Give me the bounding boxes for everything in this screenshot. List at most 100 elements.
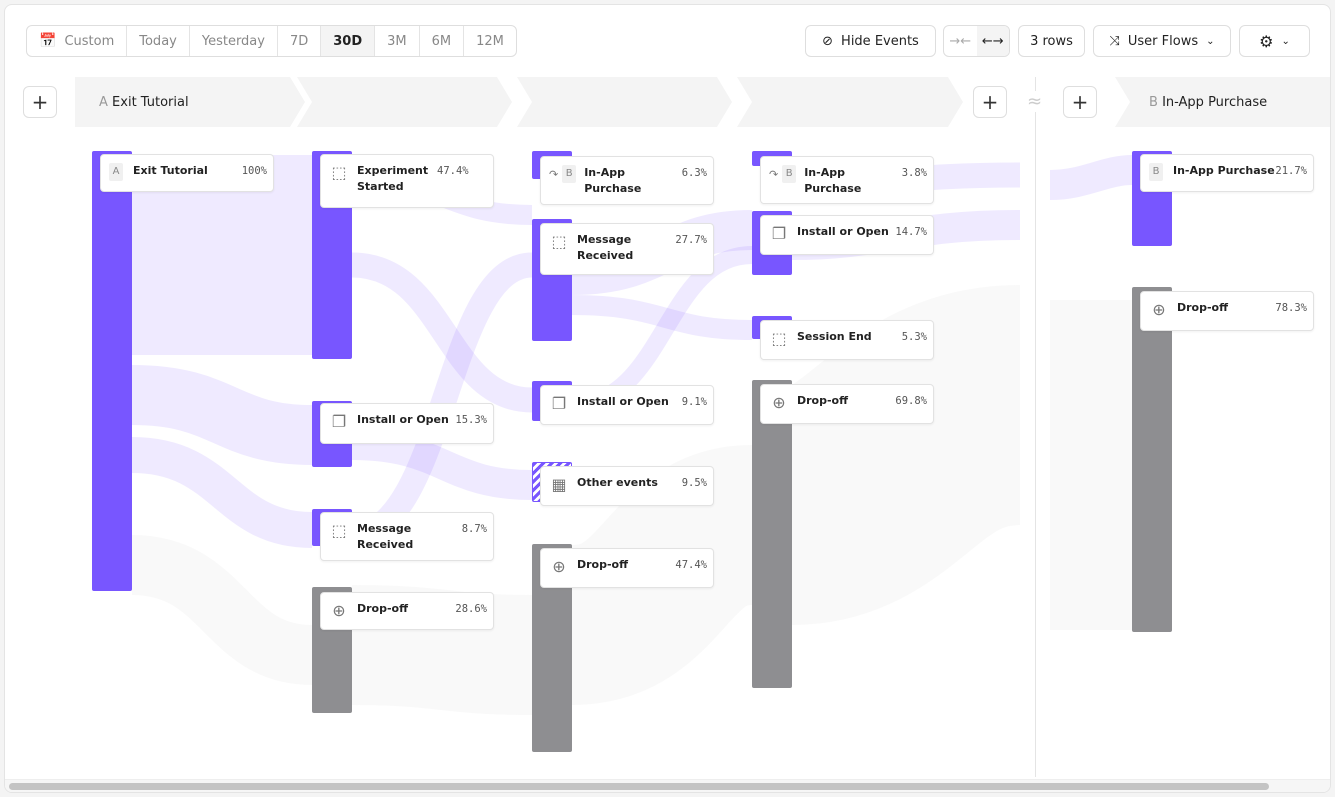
flow-node-card[interactable]: ⬚ Message Received 27.7% bbox=[540, 223, 714, 275]
flow-link bbox=[351, 430, 533, 500]
cursor-click-icon: ⬚ bbox=[551, 232, 567, 251]
arrow-down-circle-icon: ⊕ bbox=[332, 601, 346, 620]
step-header-4 bbox=[737, 77, 963, 127]
node-percent: 5.3% bbox=[901, 331, 927, 343]
cursor-click-icon: ⬚ bbox=[771, 329, 787, 348]
chevron-down-icon: ⌄ bbox=[1206, 35, 1215, 47]
skip-arrow-icon: ↷ bbox=[769, 168, 779, 181]
node-label: In-App Purchase bbox=[1173, 164, 1275, 177]
node-label: In-App Purchase bbox=[584, 166, 642, 195]
skip-arrow-icon: ↷ bbox=[549, 168, 559, 181]
flow-link bbox=[131, 437, 313, 548]
view-selector[interactable]: ⤨ User Flows ⌄ bbox=[1093, 25, 1231, 57]
horizontal-scrollbar[interactable] bbox=[5, 779, 1330, 792]
node-label: Drop-off bbox=[1177, 301, 1229, 314]
node-percent: 21.7% bbox=[1275, 165, 1307, 177]
node-percent: 9.1% bbox=[681, 396, 707, 408]
node-label: Message Received bbox=[357, 522, 414, 551]
node-label: Install or Open bbox=[797, 225, 889, 238]
flow-node-card[interactable]: ⬚ Message Received 8.7% bbox=[320, 512, 494, 561]
node-label: Session End bbox=[797, 330, 872, 343]
flow-link bbox=[131, 365, 313, 465]
range-custom[interactable]: 📅 Custom bbox=[27, 26, 128, 56]
flow-node-card[interactable]: ⊕ Drop-off 69.8% bbox=[760, 384, 934, 424]
node-percent: 69.8% bbox=[895, 395, 927, 407]
expand-icon[interactable]: ←→ bbox=[976, 26, 1009, 56]
node-label: Install or Open bbox=[357, 413, 449, 426]
node-bar[interactable] bbox=[92, 151, 132, 591]
node-percent: 27.7% bbox=[675, 234, 707, 246]
range-12m[interactable]: 12M bbox=[476, 33, 504, 49]
node-percent: 6.3% bbox=[681, 167, 707, 179]
flow-link bbox=[351, 252, 533, 413]
flow-node-card[interactable]: ↷ B In-App Purchase 6.3% bbox=[540, 156, 714, 205]
node-label: Message Received bbox=[577, 233, 634, 262]
step-letter-badge: B bbox=[782, 165, 797, 183]
gap-symbol: ≈ bbox=[1027, 91, 1043, 112]
cursor-click-icon: ⬚ bbox=[331, 521, 347, 540]
gap-divider bbox=[1035, 77, 1036, 777]
node-percent: 47.4% bbox=[675, 559, 707, 571]
node-percent: 47.4% bbox=[437, 165, 469, 177]
flow-node-card[interactable]: ❐ Install or Open 14.7% bbox=[760, 215, 934, 255]
range-3m[interactable]: 3M bbox=[375, 26, 420, 56]
node-label: Install or Open bbox=[577, 395, 669, 408]
range-yesterday[interactable]: Yesterday bbox=[190, 26, 278, 56]
scrollbar-thumb[interactable] bbox=[9, 783, 1269, 790]
node-percent: 15.3% bbox=[455, 414, 487, 426]
step-letter-badge: B bbox=[562, 165, 577, 183]
copy-icon: ❐ bbox=[551, 394, 567, 413]
chevron-down-icon: ⌄ bbox=[1281, 35, 1290, 47]
flow-node-card[interactable]: ⊕ Drop-off 47.4% bbox=[540, 548, 714, 588]
collapse-icon[interactable]: →← bbox=[949, 33, 972, 49]
range-today[interactable]: Today bbox=[127, 26, 190, 56]
gear-icon: ⚙ bbox=[1259, 31, 1274, 51]
flow-node-card[interactable]: ⬚ Experiment Started 47.4% bbox=[320, 154, 494, 208]
flow-node-card[interactable]: ↷ B In-App Purchase 3.8% bbox=[760, 156, 934, 204]
step-header-2 bbox=[297, 77, 512, 127]
node-label: Drop-off bbox=[577, 558, 629, 571]
flow-link bbox=[1049, 155, 1133, 200]
user-flows-panel: 📅 Custom Today Yesterday 7D 30D 3M 6M 12M… bbox=[4, 4, 1331, 793]
date-range-selector: 📅 Custom Today Yesterday 7D 30D 3M 6M 12M bbox=[26, 25, 517, 57]
flow-node-card[interactable]: ⊕ Drop-off 78.3% bbox=[1140, 291, 1314, 331]
node-label: Drop-off bbox=[357, 602, 409, 615]
flow-node-card[interactable]: ❐ Install or Open 9.1% bbox=[540, 385, 714, 425]
range-30d[interactable]: 30D bbox=[321, 26, 376, 56]
add-step-before-button[interactable]: + bbox=[23, 86, 57, 118]
add-step-button[interactable]: + bbox=[973, 86, 1007, 118]
settings-button[interactable]: ⚙ ⌄ bbox=[1239, 25, 1310, 57]
eye-off-icon: ⊘ bbox=[822, 33, 834, 49]
arrow-down-circle-icon: ⊕ bbox=[1152, 300, 1166, 319]
calendar-icon: 📅 bbox=[39, 33, 57, 49]
flow-node-card[interactable]: ❐ Install or Open 15.3% bbox=[320, 403, 494, 444]
node-percent: 14.7% bbox=[895, 226, 927, 238]
node-label: Experiment Started bbox=[357, 164, 429, 193]
step-b-header: B In-App Purchase bbox=[1115, 77, 1330, 127]
step-letter-badge: B bbox=[1149, 163, 1163, 181]
range-6m[interactable]: 6M bbox=[420, 26, 465, 56]
node-percent: 78.3% bbox=[1275, 302, 1307, 314]
flow-links bbox=[130, 154, 1133, 715]
add-step-after-gap-button[interactable]: + bbox=[1063, 86, 1097, 118]
cursor-click-icon: ⬚ bbox=[331, 163, 347, 182]
rows-button[interactable]: 3 rows bbox=[1018, 25, 1085, 57]
step-letter-badge: A bbox=[109, 163, 123, 181]
flow-node-card[interactable]: ⬚ Session End 5.3% bbox=[760, 320, 934, 360]
flow-node-card[interactable]: ⊕ Drop-off 28.6% bbox=[320, 592, 494, 630]
flow-link bbox=[784, 285, 1026, 625]
node-bar[interactable] bbox=[1132, 287, 1172, 632]
grid-icon: ▦ bbox=[551, 475, 567, 494]
node-label: Drop-off bbox=[797, 394, 849, 407]
flow-node-card[interactable]: B In-App Purchase 21.7% bbox=[1140, 154, 1314, 192]
flow-node-card[interactable]: ▦ Other events 9.5% bbox=[540, 466, 714, 506]
node-percent: 28.6% bbox=[455, 603, 487, 615]
flow-link bbox=[351, 585, 533, 715]
node-bar[interactable] bbox=[752, 380, 792, 688]
node-percent: 9.5% bbox=[681, 477, 707, 489]
range-7d[interactable]: 7D bbox=[278, 26, 322, 56]
node-label: Other events bbox=[577, 476, 658, 489]
hide-events-button[interactable]: ⊘ Hide Events bbox=[805, 25, 936, 57]
flows-chart-icon: ⤨ bbox=[1109, 33, 1120, 49]
flow-node-card[interactable]: A Exit Tutorial 100% bbox=[100, 154, 274, 192]
